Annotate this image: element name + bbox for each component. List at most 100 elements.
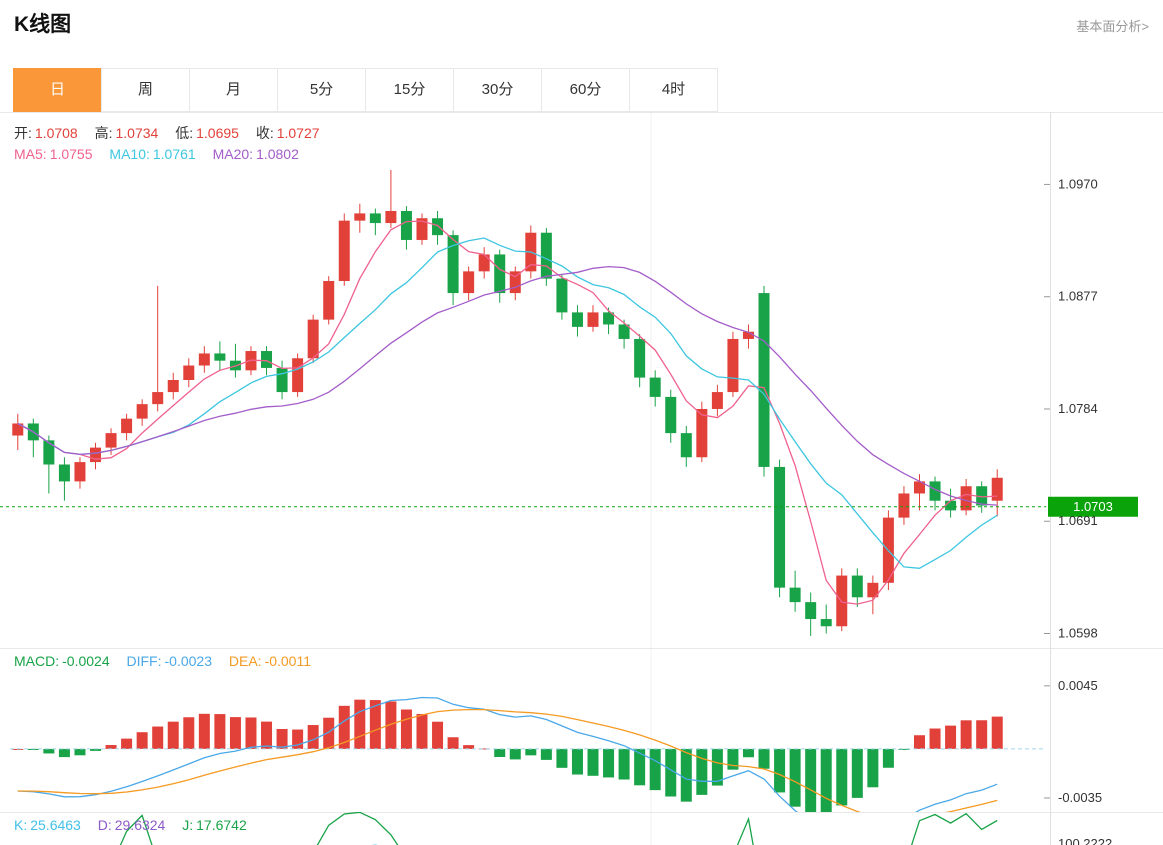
- macd-bar: [882, 748, 894, 768]
- macd-bar: [540, 748, 552, 760]
- macd-bar: [214, 714, 226, 749]
- candle-body: [198, 353, 210, 366]
- ma10-label: MA10:: [109, 146, 150, 162]
- ma20-line: [17, 265, 998, 506]
- candle-body: [820, 619, 832, 627]
- high-value: 1.0734: [115, 125, 159, 141]
- macd-bar: [913, 735, 925, 749]
- macd-bar: [494, 748, 506, 757]
- candle-body: [587, 312, 599, 327]
- macd-bar: [167, 721, 179, 749]
- macd-bar: [323, 717, 335, 749]
- macd-bar: [727, 748, 739, 770]
- tab-60分[interactable]: 60分: [541, 68, 630, 112]
- dea-line: [17, 708, 998, 812]
- open-value: 1.0708: [34, 125, 78, 141]
- open-pair: 开: 1.0708: [14, 125, 78, 141]
- kdj-j-pair: J: 17.6742: [182, 817, 247, 833]
- tab-月[interactable]: 月: [189, 68, 278, 112]
- high-pair: 高: 1.0734: [95, 125, 159, 141]
- macd-bar: [229, 717, 241, 749]
- candle-body: [43, 440, 55, 465]
- candle-body: [789, 587, 801, 603]
- close-pair: 收: 1.0727: [256, 125, 320, 141]
- candle-body: [354, 213, 366, 221]
- candle-body: [167, 380, 179, 393]
- macd-bar: [976, 720, 988, 749]
- candle-body: [945, 500, 957, 511]
- macd-bar: [696, 748, 708, 795]
- candle-body: [292, 358, 304, 393]
- macd-bar: [742, 748, 754, 758]
- candle-body: [696, 408, 708, 458]
- fundamental-analysis-link[interactable]: 基本面分析>: [1076, 19, 1149, 34]
- macd-bar: [136, 732, 148, 749]
- candle-body: [152, 392, 164, 405]
- macd-bar: [711, 748, 723, 786]
- candle-body: [603, 312, 615, 325]
- ma5-line: [17, 220, 998, 605]
- tab-5分[interactable]: 5分: [277, 68, 366, 112]
- price-axis-label: 1.0877: [1058, 289, 1098, 304]
- candle-body: [447, 235, 459, 294]
- macd-bar: [385, 701, 397, 749]
- candle-body: [758, 293, 770, 467]
- macd-bar: [680, 748, 692, 802]
- macd-bar: [416, 713, 428, 749]
- macd-bar: [509, 748, 521, 760]
- tab-周[interactable]: 周: [101, 68, 190, 112]
- ma10-pair: MA10: 1.0761: [109, 146, 195, 162]
- macd-bar: [245, 717, 257, 749]
- macd-bar: [58, 748, 70, 758]
- candle-body: [478, 254, 490, 272]
- close-label: 收:: [255, 125, 274, 141]
- macd-bar: [354, 699, 366, 749]
- ma20-pair: MA20: 1.0802: [213, 146, 299, 162]
- macd-bar: [43, 748, 55, 754]
- macd-bar: [991, 716, 1003, 749]
- macd-bar: [432, 721, 444, 749]
- tab-日[interactable]: 日: [13, 68, 102, 112]
- dea-label: DEA:: [228, 653, 262, 669]
- macd-bar: [369, 700, 381, 749]
- candle-body: [74, 462, 86, 482]
- high-label: 高:: [94, 125, 113, 141]
- tab-4时[interactable]: 4时: [629, 68, 718, 112]
- candle-body: [509, 271, 521, 294]
- macd-bar: [603, 748, 615, 778]
- kline-chart-svg[interactable]: 1.0703 1.0970 1.0877 1.0784 1.0691 1.0598 0.00…: [0, 112, 1163, 845]
- macd-bar: [851, 748, 863, 798]
- price-axis-label: 1.0691: [1058, 513, 1098, 528]
- macd-bar: [929, 728, 941, 749]
- candle-body: [105, 433, 117, 448]
- ohlc-legend: 开: 1.0708 高: 1.0734 低: 1.0695 收: 1.0727: [14, 123, 333, 143]
- macd-bar: [198, 713, 210, 749]
- low-pair: 低: 1.0695: [175, 125, 239, 141]
- ma5-label: MA5:: [14, 146, 47, 162]
- tab-15分[interactable]: 15分: [365, 68, 454, 112]
- ma20-label: MA20:: [212, 146, 254, 162]
- dea-value: -0.0011: [264, 653, 312, 669]
- candle-body: [665, 396, 677, 434]
- candle-body: [556, 278, 568, 313]
- macd-bar: [960, 720, 972, 749]
- page-title: K线图: [14, 13, 72, 36]
- tab-30分[interactable]: 30分: [453, 68, 542, 112]
- candle-body: [12, 423, 24, 436]
- macd-bar: [121, 738, 133, 749]
- candle-body: [851, 575, 863, 598]
- diff-value: -0.0023: [164, 653, 212, 669]
- candle-body: [494, 254, 506, 294]
- ma5-pair: MA5: 1.0755: [14, 146, 93, 162]
- candle-body: [90, 447, 102, 463]
- candle-body: [261, 351, 273, 368]
- candle-body: [727, 338, 739, 393]
- diff-label: DIFF:: [126, 653, 162, 669]
- candle-body: [136, 404, 148, 419]
- price-axis-label: 1.0784: [1058, 401, 1098, 416]
- candle-body: [805, 602, 817, 620]
- macd-bar: [836, 748, 848, 806]
- macd-bar: [90, 748, 102, 751]
- macd-bar: [27, 748, 39, 751]
- low-label: 低:: [175, 125, 194, 141]
